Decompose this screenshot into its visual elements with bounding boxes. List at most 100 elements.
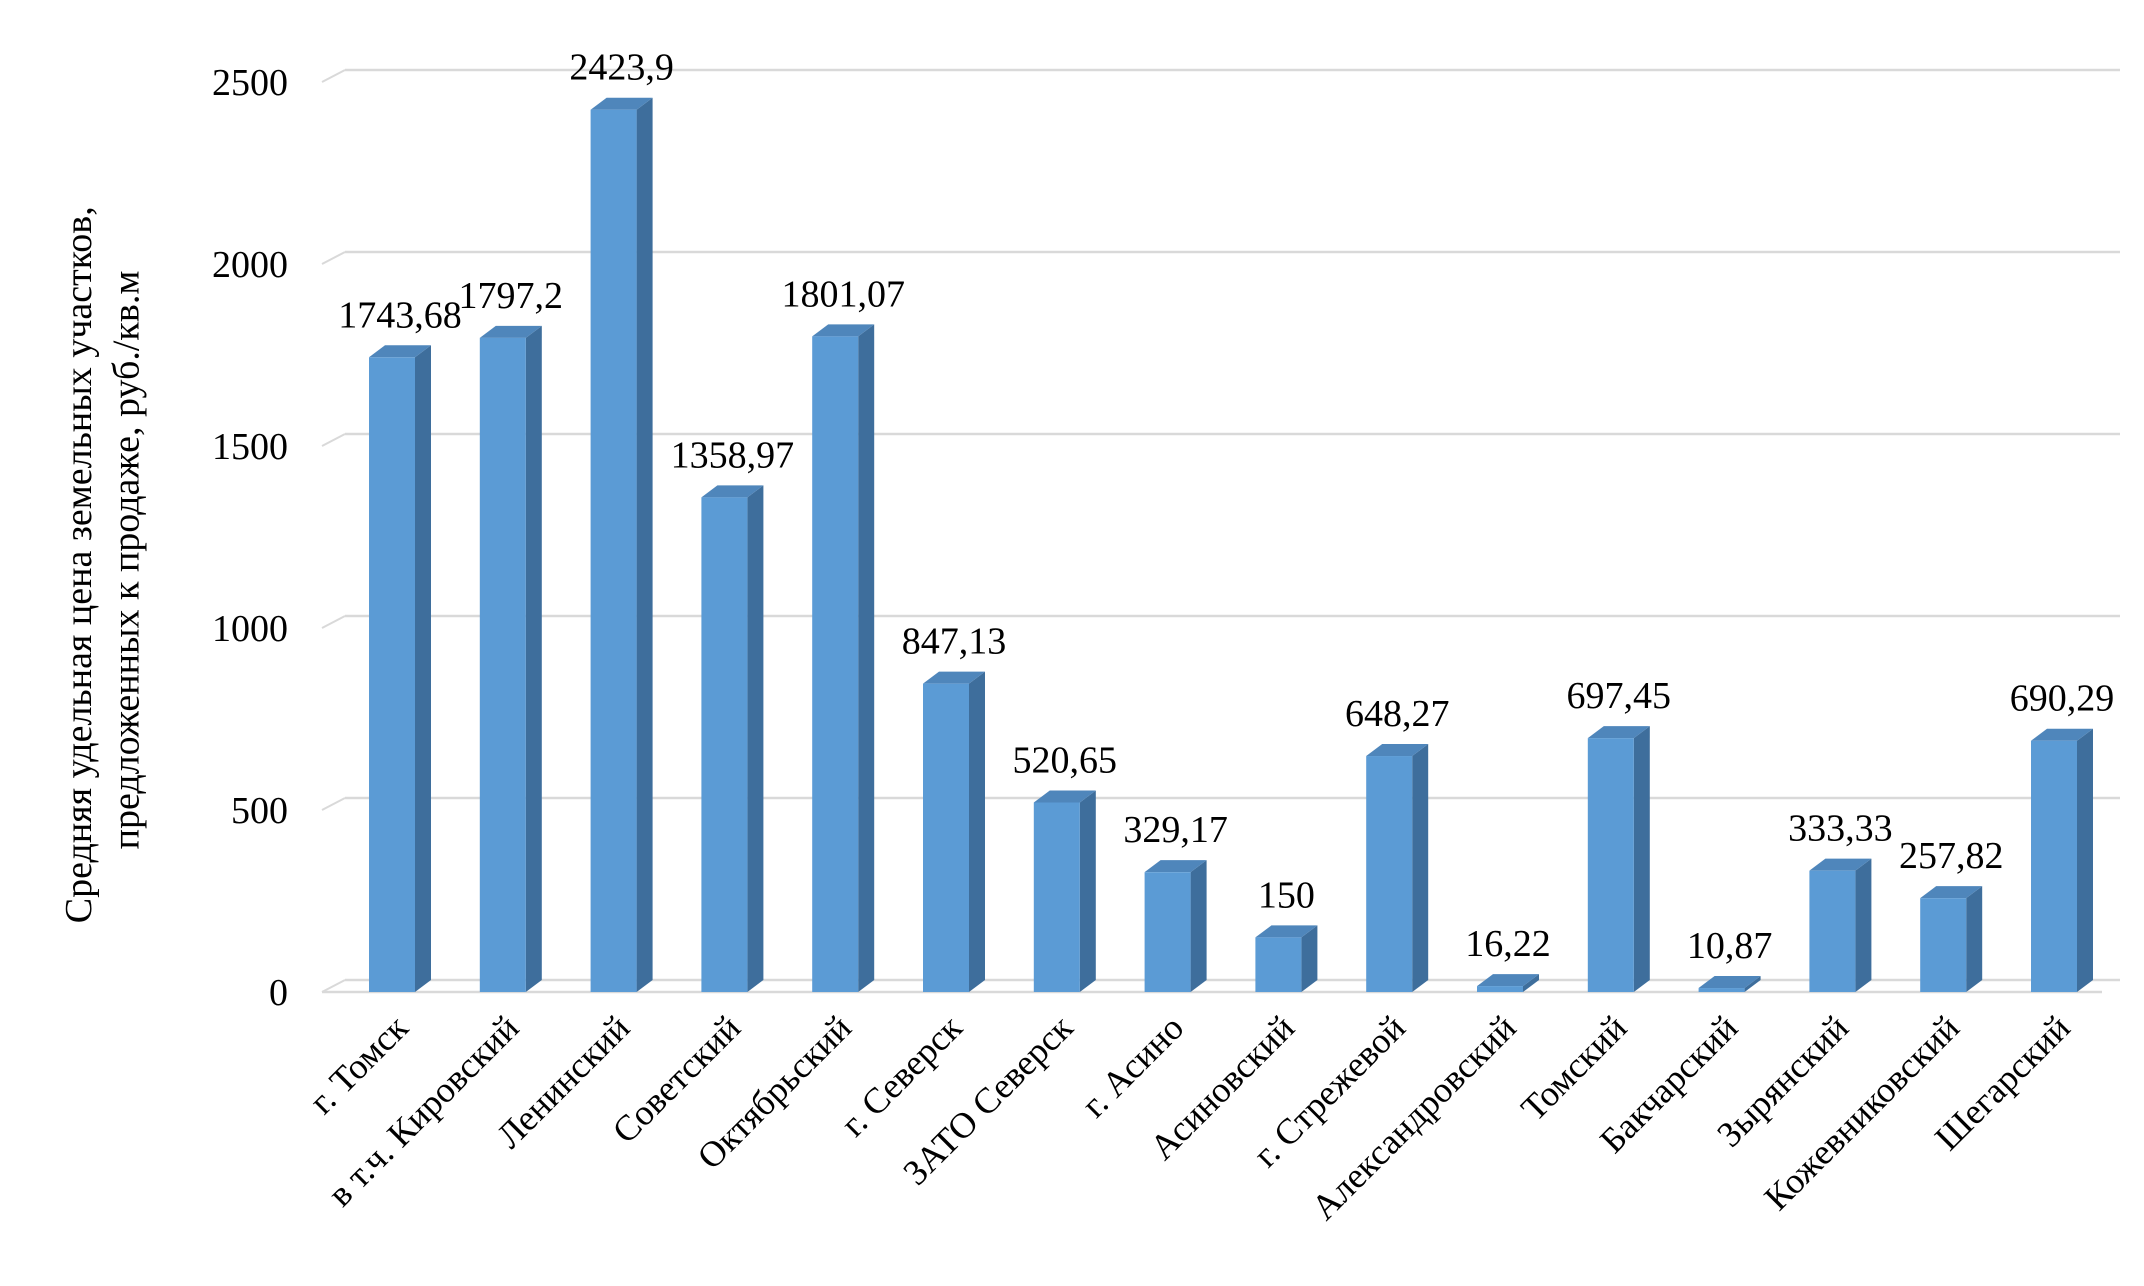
bar: [369, 345, 431, 992]
data-label: 333,33: [1788, 808, 1893, 850]
bar-side: [525, 325, 542, 992]
x-category-label: в т.ч. Кировский: [320, 1007, 527, 1214]
y-tick-label: 2500: [212, 62, 288, 104]
bar-side: [415, 345, 431, 992]
bar-front: [369, 357, 415, 992]
y-tick-label: 500: [231, 790, 288, 832]
data-label: 690,29: [2010, 678, 2115, 720]
bar-top: [1809, 858, 1872, 871]
y-tick-label: 2000: [212, 244, 288, 286]
x-category-label: Кожевниковский: [1756, 1007, 1966, 1217]
bar-side: [1633, 726, 1650, 992]
bar: [1698, 976, 1761, 992]
bar-top: [1366, 744, 1429, 757]
y-tick-label: 1500: [212, 426, 288, 468]
x-category-label: Александровский: [1304, 1007, 1524, 1227]
bar: [1477, 974, 1539, 992]
data-label: 1743,68: [338, 294, 462, 336]
bar-side: [1190, 860, 1207, 992]
bar-top: [479, 325, 542, 338]
data-label: 329,17: [1123, 809, 1228, 851]
bar-top: [1033, 790, 1096, 803]
data-label: 150: [1258, 874, 1315, 916]
bar: [1033, 790, 1096, 992]
bar-front: [479, 337, 526, 992]
bar-top: [923, 671, 985, 684]
bar-front: [812, 336, 859, 992]
bar-front: [1255, 937, 1302, 992]
bar-front: [1587, 738, 1634, 992]
bar: [1587, 726, 1650, 992]
bar-top: [701, 485, 764, 498]
bar-top: [812, 324, 875, 337]
data-label: 648,27: [1345, 693, 1450, 735]
bar-side: [1966, 886, 1983, 992]
bar-top: [369, 345, 431, 358]
bar-front: [1033, 802, 1080, 992]
y-axis-title-line-2: предложенных к продаже, руб./кв.м: [106, 271, 148, 850]
bar-front: [923, 683, 969, 992]
data-label: 10,87: [1687, 925, 1773, 967]
data-label: 847,13: [902, 621, 1007, 663]
bar: [923, 671, 985, 992]
data-label: 2423,9: [569, 47, 674, 89]
bar: [812, 324, 875, 992]
bar: [479, 325, 542, 992]
gridline-connector: [321, 615, 346, 629]
bar-front: [2031, 740, 2077, 992]
bar-front: [1477, 986, 1523, 992]
bar-front: [1144, 872, 1191, 992]
data-label: 257,82: [1899, 835, 2004, 877]
bar-side: [636, 97, 653, 993]
gridline-connector: [321, 797, 346, 811]
bar-front: [1698, 988, 1745, 992]
gridline-connector: [321, 979, 346, 993]
bar-front: [1809, 870, 1856, 992]
gridline-connector: [321, 433, 346, 447]
bar: [1144, 860, 1207, 992]
data-label: 1797,2: [459, 275, 564, 317]
bar-side: [747, 485, 764, 992]
y-axis-ticks: 0 500 1000 1500 2000 2500: [212, 62, 288, 1014]
bar-side: [858, 324, 875, 992]
y-axis-title-line-1: Средняя удельная цена земельных участков…: [58, 206, 100, 923]
bar-side: [969, 671, 985, 992]
bar-top: [1587, 726, 1650, 739]
bar-front: [1920, 898, 1967, 992]
bar: [701, 485, 764, 992]
gridline-connector: [321, 69, 346, 83]
bar-front: [701, 497, 748, 992]
bar-top: [1698, 976, 1761, 989]
bar-top: [1477, 974, 1539, 987]
bar-top: [1144, 860, 1207, 873]
data-label: 697,45: [1567, 675, 1672, 717]
bar: [590, 97, 653, 993]
bar-side: [1744, 976, 1761, 992]
bar-front: [590, 109, 637, 993]
bar-side: [1079, 790, 1096, 992]
bar-side: [2077, 728, 2093, 992]
bar: [2031, 728, 2093, 992]
gridline-connector: [321, 251, 346, 265]
data-label: 16,22: [1465, 923, 1551, 965]
bar-top: [590, 97, 653, 110]
bar: [1255, 925, 1318, 992]
bar: [1809, 858, 1872, 992]
y-tick-label: 1000: [212, 608, 288, 650]
data-label: 520,65: [1013, 739, 1118, 781]
bar-side: [1523, 974, 1539, 992]
bar: [1366, 744, 1429, 992]
bar-top: [1255, 925, 1318, 938]
bar-side: [1412, 744, 1429, 992]
bar-top: [2031, 728, 2093, 741]
bar-side: [1301, 925, 1318, 992]
bar-front: [1366, 756, 1413, 992]
bars: [369, 97, 2093, 993]
bar-top: [1920, 886, 1983, 899]
bar-side: [1855, 858, 1872, 992]
data-label: 1801,07: [781, 273, 905, 315]
